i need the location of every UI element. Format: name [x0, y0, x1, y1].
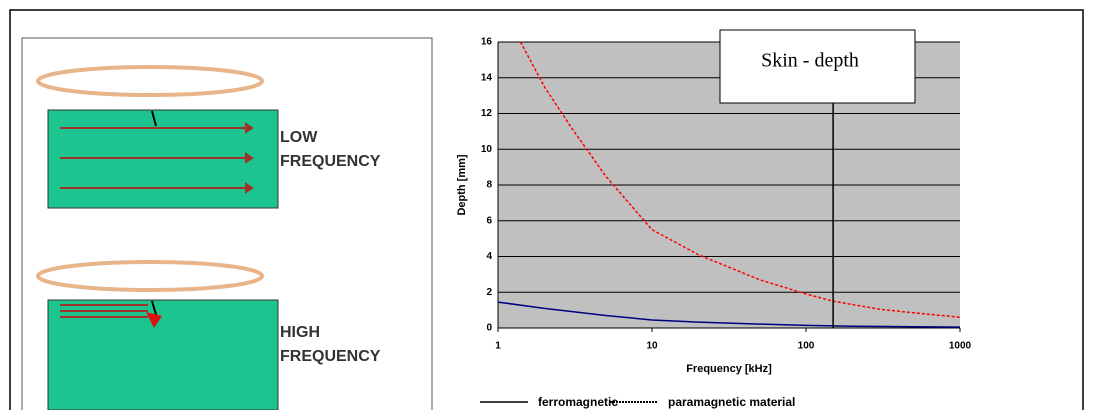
coil [36, 65, 264, 97]
label: FREQUENCY [280, 348, 381, 365]
x-tick-label: 1 [495, 341, 501, 352]
legend-label: paramagnetic material [668, 395, 795, 409]
eddy-arrows [60, 304, 162, 328]
y-axis-title: Depth [mm] [456, 154, 468, 215]
outer-frame [9, 9, 1084, 410]
eddy-arrows [60, 122, 254, 194]
x-tick-label: 100 [798, 341, 815, 352]
y-tick-label: 4 [486, 251, 492, 262]
diagram: LOW FREQUENCY HIGH FREQUENCY [21, 37, 433, 410]
y-tick-label: 8 [486, 180, 492, 191]
annotation-box [719, 29, 916, 104]
y-tick-label: 0 [486, 323, 492, 334]
y-tick-label: 12 [481, 108, 493, 119]
label: LOW [280, 129, 318, 146]
crack [151, 110, 157, 127]
legend-label: ferromagnetic [538, 395, 618, 409]
coil [36, 260, 264, 292]
plate [47, 299, 279, 410]
y-tick-label: 6 [486, 215, 492, 226]
series-line [519, 41, 961, 319]
y-tick-label: 2 [486, 287, 492, 298]
label: FREQUENCY [280, 153, 381, 170]
y-tick-label: 16 [481, 37, 493, 48]
x-tick-label: 10 [646, 341, 658, 352]
y-tick-label: 10 [481, 144, 493, 155]
x-tick-label: 1000 [949, 341, 972, 352]
x-axis-title: Frequency [kHz] [686, 363, 772, 375]
series-line [497, 301, 961, 328]
label: HIGH [280, 324, 320, 341]
annotation: Skin - depth [761, 50, 859, 72]
y-tick-label: 14 [481, 72, 493, 83]
